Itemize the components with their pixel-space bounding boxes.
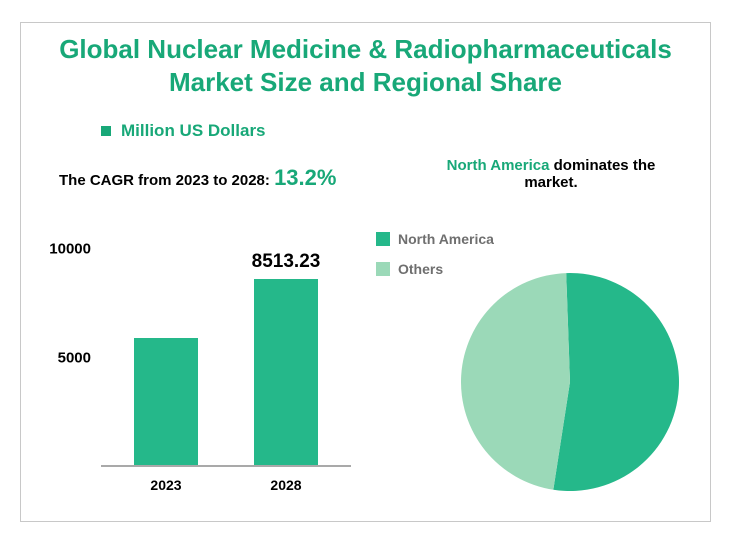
ytick-label: 5000 bbox=[31, 349, 91, 366]
title-line-1: Global Nuclear Medicine & Radiopharmaceu… bbox=[59, 34, 672, 64]
x-category-label: 2023 bbox=[150, 477, 181, 493]
legend-swatch-icon bbox=[376, 232, 390, 246]
dominates-text: North America dominates the market. bbox=[421, 157, 681, 191]
unit-label: Million US Dollars bbox=[121, 121, 266, 141]
pie-slice bbox=[553, 273, 679, 491]
bar bbox=[254, 279, 318, 465]
legend-swatch-icon bbox=[376, 262, 390, 276]
bar-chart: 8513.23 5000 10000 2023 2028 bbox=[31, 209, 361, 497]
cagr-text: The CAGR from 2023 to 2028: 13.2% bbox=[59, 165, 336, 191]
ytick-label: 10000 bbox=[31, 240, 91, 257]
legend-item: North America bbox=[376, 231, 494, 247]
chart-title: Global Nuclear Medicine & Radiopharmaceu… bbox=[21, 23, 710, 98]
legend-label: Others bbox=[398, 261, 443, 277]
pie-slice bbox=[461, 273, 570, 490]
legend-label: North America bbox=[398, 231, 494, 247]
bar bbox=[134, 338, 198, 465]
title-line-2: Market Size and Regional Share bbox=[169, 67, 562, 97]
unit-row: Million US Dollars bbox=[101, 121, 266, 141]
bar-plot-area: 8513.23 bbox=[101, 227, 351, 467]
pie-svg bbox=[461, 273, 679, 491]
cagr-value: 13.2% bbox=[274, 165, 336, 190]
pie-chart bbox=[461, 273, 679, 491]
dominates-region: North America bbox=[447, 157, 550, 174]
x-category-label: 2028 bbox=[270, 477, 301, 493]
cagr-prefix: The CAGR from 2023 to 2028: bbox=[59, 172, 274, 189]
unit-marker-icon bbox=[101, 126, 111, 136]
bar-value-label: 8513.23 bbox=[252, 251, 321, 273]
chart-frame: Global Nuclear Medicine & Radiopharmaceu… bbox=[20, 22, 711, 522]
